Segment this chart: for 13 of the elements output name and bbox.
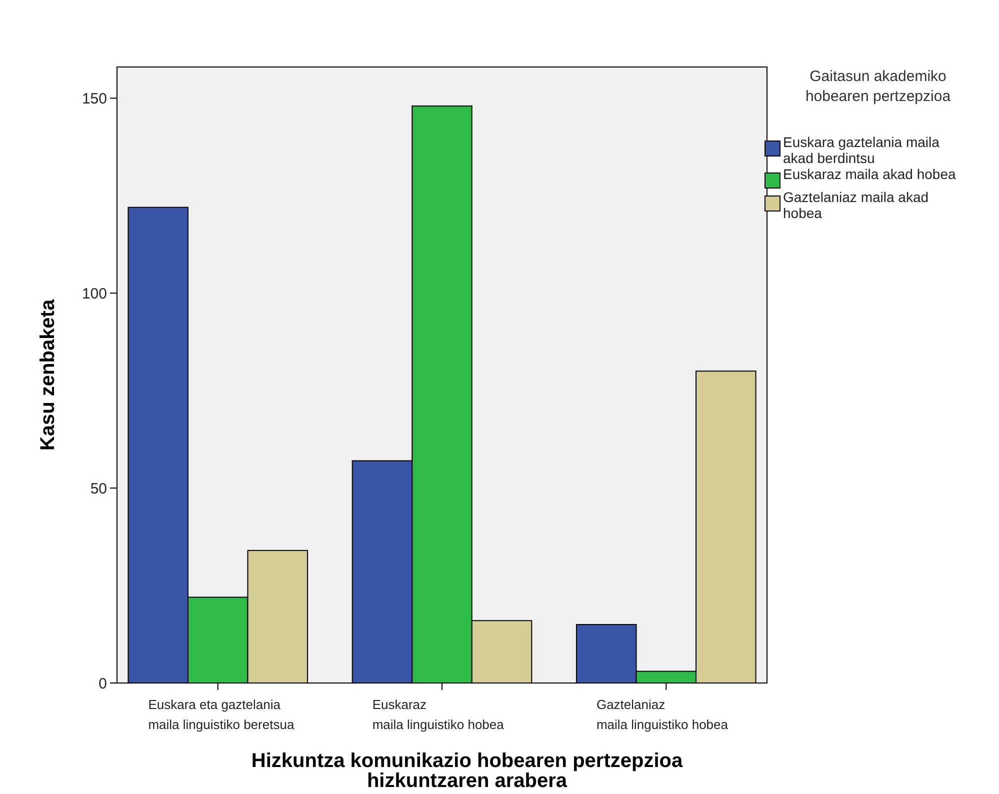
x-tick-label: Euskaraz maila linguistiko hobea [372, 697, 505, 732]
legend-label: Euskaraz maila akad hobea [783, 166, 956, 182]
y-tick-label: 100 [82, 285, 107, 302]
y-axis-title: Kasu zenbaketa [37, 298, 59, 451]
y-tick-label: 150 [82, 90, 107, 108]
y-tick-label: 50 [90, 480, 107, 498]
legend-label: Gaztelaniaz maila akad hobea [783, 189, 929, 221]
x-tick-label: Euskara eta gaztelania maila linguistiko beretsua [148, 697, 295, 732]
x-axis-title: Hizkuntza komunikazio hobearen pertzepzioa hizkuntzaren arabera [251, 750, 684, 792]
legend-label: Euskara gaztelania maila akad berdintsu [783, 134, 940, 166]
legend-title: Gaitasun akademiko hobearen pertzepzioa [805, 68, 952, 105]
y-tick-label: 0 [98, 675, 107, 692]
x-tick-label: Gaztelaniaz maila linguistiko hobea [596, 697, 729, 732]
